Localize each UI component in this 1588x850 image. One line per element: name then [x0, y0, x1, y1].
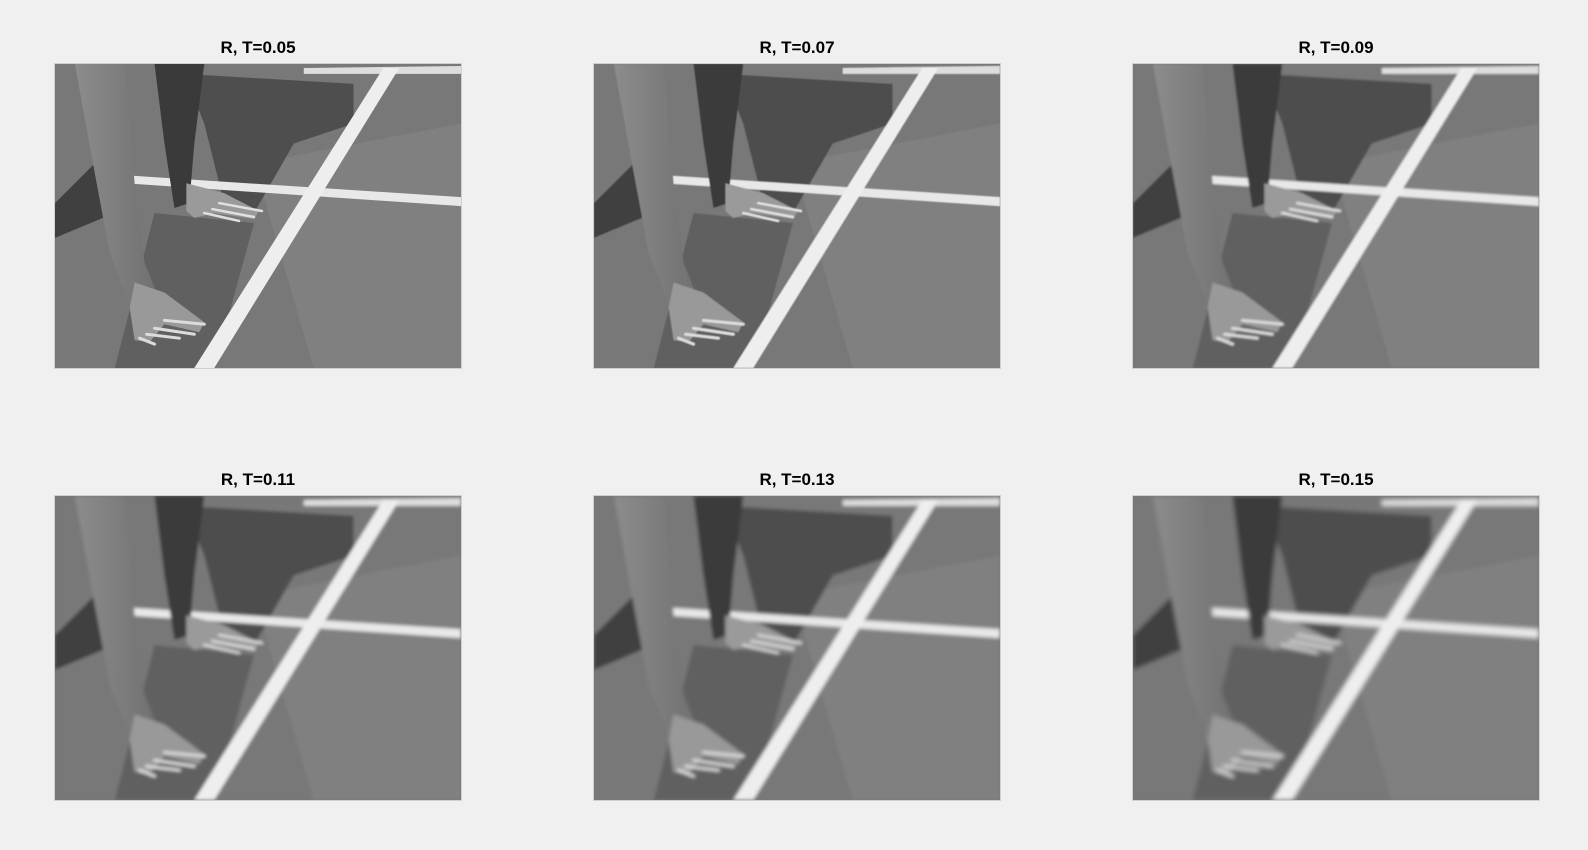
subplot-3: R, T=0.09	[1132, 37, 1540, 369]
image-axes	[593, 63, 1001, 369]
subplot-title: R, T=0.15	[1298, 470, 1374, 489]
image-axes	[1132, 63, 1540, 369]
grayscale-image	[55, 64, 461, 368]
subplot-title: R, T=0.05	[220, 38, 296, 57]
grayscale-image	[1133, 64, 1539, 368]
image-axes	[54, 63, 462, 369]
image-axes	[1132, 495, 1540, 801]
subplot-1: R, T=0.05	[54, 37, 462, 369]
grayscale-image	[55, 496, 461, 800]
image-axes	[593, 495, 1001, 801]
subplot-title: R, T=0.11	[220, 470, 296, 489]
subplot-4: R, T=0.11	[54, 469, 462, 801]
image-axes	[54, 495, 462, 801]
subplot-5: R, T=0.13	[593, 469, 1001, 801]
subplot-6: R, T=0.15	[1132, 469, 1540, 801]
grayscale-image	[594, 64, 1000, 368]
subplot-title: R, T=0.13	[759, 470, 835, 489]
subplot-title: R, T=0.09	[1298, 38, 1374, 57]
subplot-title: R, T=0.07	[759, 38, 835, 57]
grayscale-image	[1133, 496, 1539, 800]
subplot-2: R, T=0.07	[593, 37, 1001, 369]
grayscale-image	[594, 496, 1000, 800]
